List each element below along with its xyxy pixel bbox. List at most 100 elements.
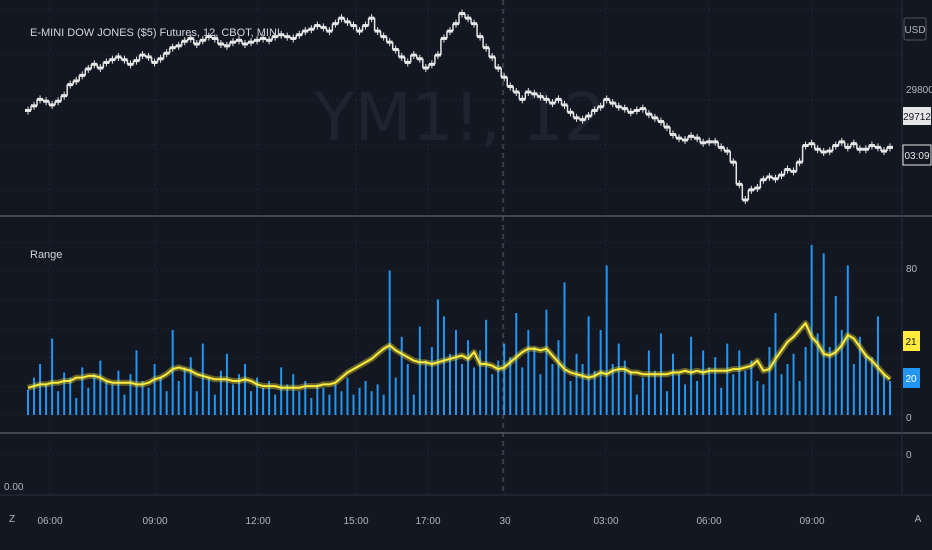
range-bar [334,384,337,415]
range-bar [533,347,536,415]
range-ma-line [27,320,892,391]
range-bar [641,377,644,415]
range-bar [250,391,253,415]
countdown-badge: 03:09 [902,144,932,166]
range-bar [515,313,518,415]
range-bar [262,387,265,415]
range-bar [714,357,717,415]
range-bar [671,353,674,415]
ma-line [27,322,891,389]
range-bar [340,391,343,415]
time-tick-label: 06:00 [37,516,62,527]
range-bar [828,347,831,415]
range-bar [159,377,162,415]
range-bar [762,384,765,415]
range-bar [840,330,843,415]
range-bar [406,364,409,415]
price-tick-29800: 29800 [906,85,932,96]
range-bar [557,340,560,415]
usd-button[interactable]: USD [903,17,927,41]
range-bar [858,336,861,415]
range-bar [298,391,301,415]
range-bar [744,370,747,415]
range-bar [370,391,373,415]
range-bar [780,374,783,415]
range-bar [123,394,126,415]
range-tick-80: 80 [906,264,918,275]
range-bar [69,377,72,415]
range-bar [183,367,186,415]
currency-label: USD [904,25,925,36]
range-bar [810,245,813,415]
range-bar [732,374,735,415]
range-bar [786,364,789,415]
range-bar [852,364,855,415]
range-bar [605,265,608,415]
range-bar [412,394,415,415]
range-histogram [27,245,891,415]
range-bar [798,381,801,415]
range-bar [75,398,78,415]
time-tick-label: 09:00 [142,516,167,527]
range-bar [587,316,590,415]
range-bar [774,313,777,415]
range-bar [171,330,174,415]
range-bar [889,381,891,415]
range-bar [388,270,391,415]
range-bar [635,394,638,415]
range-value: 20 [905,374,917,385]
auto-scale-button[interactable]: A [915,514,922,525]
range-bar [418,326,421,415]
ma-value-badge: 21 [903,331,920,351]
range-bar [346,377,349,415]
range-bar [244,364,247,415]
range-bar [870,357,873,415]
range-bar [93,374,96,415]
range-bar [45,384,48,415]
time-tick-label: 03:00 [593,516,618,527]
symbol-watermark: YM1!, 12 [313,79,606,156]
range-bar [448,353,451,415]
range-bar [876,316,879,415]
range-bar [726,343,729,415]
range-bar [653,370,656,415]
time-tick-label: 15:00 [343,516,368,527]
range-bar [756,381,759,415]
time-tick-label: 30 [499,516,511,527]
range-bar [792,353,795,415]
range-bar [33,377,36,415]
range-bar [750,360,753,415]
ma-value: 21 [905,337,917,348]
range-bar [430,347,433,415]
range-bar [521,367,524,415]
range-bar [479,350,482,415]
range-bar [623,360,626,415]
range-bar [213,394,216,415]
range-bar [141,381,144,415]
range-bar [231,384,234,415]
range-bar [117,370,120,415]
range-bar [882,374,885,415]
range-tick-0: 0 [906,413,912,424]
range-bar [358,387,361,415]
range-bar [189,357,192,415]
range-bar [539,374,542,415]
range-bar [304,381,307,415]
range-bar [720,387,723,415]
range-bar [575,353,578,415]
range-bar [678,374,681,415]
range-bar [63,372,66,415]
range-bar [27,389,29,415]
range-bar [696,381,699,415]
range-bar [738,350,741,415]
range-bar [207,377,210,415]
range-bar [822,253,825,415]
range-bar [147,387,150,415]
last-price-badge: 29712 [903,107,931,125]
range-bar [551,364,554,415]
range-bar [593,370,596,415]
range-bar [684,384,687,415]
range-bar [39,364,42,415]
zoom-button[interactable]: Z [9,514,15,525]
range-bar [768,347,771,415]
